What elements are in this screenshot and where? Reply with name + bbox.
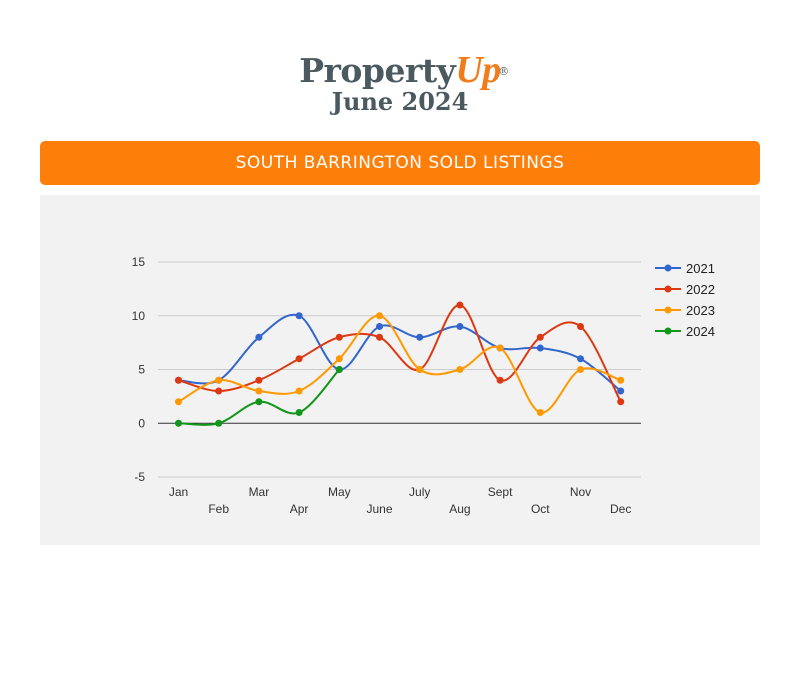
data-point-2024 (255, 398, 263, 406)
y-tick-label: 5 (138, 363, 145, 377)
y-tick-label: 0 (138, 416, 145, 430)
data-point-2023 (416, 366, 424, 373)
data-point-2021 (617, 387, 625, 395)
legend-label-2024: 2024 (686, 324, 715, 339)
y-tick-label: 15 (132, 255, 146, 269)
data-point-2022 (496, 376, 504, 384)
x-tick-label: Feb (208, 502, 229, 516)
chart-panel: -5 0 5 10 15 Jan Feb Mar Apr May June July Aug Sept Oc… (40, 195, 760, 545)
registered-mark: ® (498, 65, 509, 78)
data-point-2023 (295, 387, 303, 395)
section-banner: SOUTH BARRINGTON SOLD LISTINGS (40, 141, 760, 185)
x-tick-label: Dec (610, 502, 631, 516)
x-tick-label: Jan (169, 485, 188, 499)
legend-marker-2023 (664, 306, 672, 314)
data-point-2022 (617, 398, 625, 406)
data-point-2021 (456, 323, 464, 330)
data-point-2022 (456, 301, 464, 309)
data-point-2022 (577, 323, 584, 330)
data-point-2021 (416, 333, 424, 341)
data-point-2022 (255, 376, 263, 384)
legend-label-2022: 2022 (686, 282, 715, 297)
brand-logo: PropertyUp ® (299, 49, 509, 91)
data-point-2023 (536, 409, 544, 416)
x-tick-label: May (328, 485, 351, 499)
data-point-2023 (456, 366, 464, 373)
data-point-2022 (376, 333, 383, 341)
x-tick-label: Aug (449, 502, 470, 516)
legend-marker-2024 (664, 327, 672, 335)
series-line-2021 (178, 313, 622, 392)
x-tick-label: Mar (249, 485, 270, 499)
brand-header: PropertyUp ® June 2024 (0, 50, 800, 115)
data-point-2023 (577, 366, 584, 373)
legend-label-2021: 2021 (686, 261, 715, 276)
x-tick-label: Sept (488, 485, 513, 499)
x-tick-label: July (409, 485, 430, 499)
x-tick-label: Nov (570, 485, 591, 499)
data-point-2024 (215, 419, 223, 427)
brand-accent: Up (455, 49, 501, 91)
legend-label-2023: 2023 (686, 303, 715, 318)
y-tick-label: 10 (132, 309, 146, 323)
data-point-2022 (536, 333, 544, 341)
sold-listings-chart: -5 0 5 10 15 Jan Feb Mar Apr May June July Aug Sept Oc… (132, 255, 715, 516)
data-point-2022 (215, 387, 223, 395)
banner-title: SOUTH BARRINGTON SOLD LISTINGS (235, 153, 565, 173)
data-point-2024 (175, 419, 182, 427)
data-point-2023 (215, 376, 223, 384)
data-point-2023 (617, 376, 625, 384)
data-point-2023 (175, 398, 182, 406)
legend-marker-2022 (664, 285, 672, 293)
data-point-2021 (577, 355, 584, 363)
data-point-2021 (536, 344, 544, 352)
data-point-2022 (175, 376, 182, 384)
data-point-2023 (376, 312, 383, 320)
data-point-2022 (295, 355, 303, 363)
data-point-2024 (295, 409, 303, 416)
x-tick-label: Oct (531, 502, 550, 516)
data-point-2024 (335, 366, 343, 373)
data-point-2023 (335, 355, 343, 363)
data-point-2022 (335, 333, 343, 341)
x-tick-label: Apr (290, 502, 309, 516)
data-point-2021 (255, 333, 263, 341)
y-tick-label: -5 (134, 470, 145, 484)
edition-date: June 2024 (331, 87, 469, 116)
data-point-2021 (295, 312, 303, 320)
brand-name: Property (299, 51, 456, 90)
x-tick-label: June (366, 502, 392, 516)
legend-marker-2021 (664, 264, 672, 272)
data-point-2023 (255, 387, 263, 395)
data-point-2023 (496, 344, 504, 352)
data-point-2021 (376, 323, 383, 330)
